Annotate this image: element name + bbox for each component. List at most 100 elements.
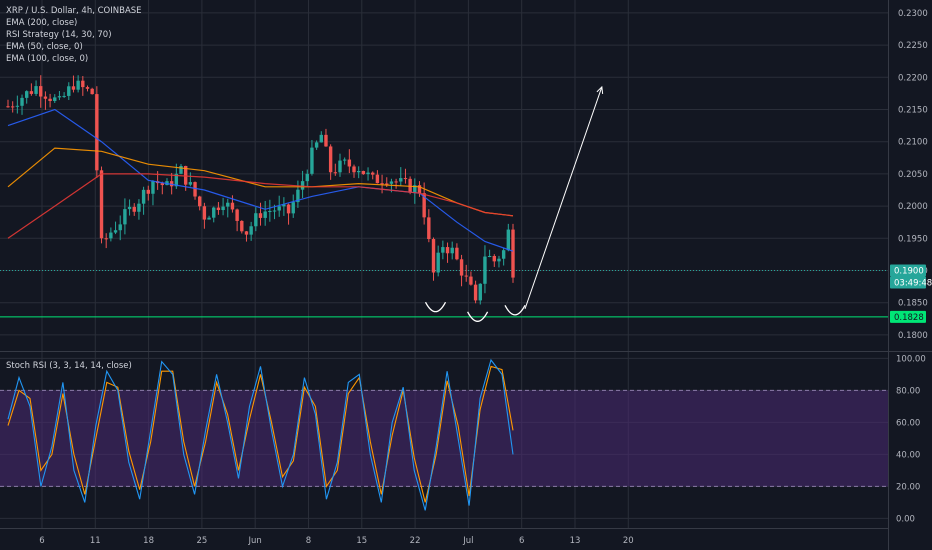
- candle-body: [497, 258, 501, 262]
- candle-body: [282, 204, 286, 207]
- current-price-tag-text: 0.1900: [894, 266, 924, 276]
- candle-body: [268, 210, 272, 212]
- candle-body: [422, 193, 426, 218]
- candle-body: [169, 181, 174, 187]
- candle-body: [146, 189, 150, 194]
- candle-body: [473, 284, 478, 301]
- time-axis[interactable]: 6 11 18 25 Jun 8 15 22 Jul 6 13 20: [39, 536, 633, 546]
- price-tick-label: 0.2050: [898, 170, 928, 180]
- current-price-tag-box: [890, 264, 926, 277]
- ema200-line: [7, 173, 514, 239]
- candle-body: [226, 202, 230, 207]
- stoch-rsi-band: [0, 389, 888, 487]
- stoch-tick-label: 60.00: [896, 418, 920, 428]
- candle-body: [501, 250, 506, 259]
- candle-body: [352, 166, 356, 173]
- candle-body: [319, 134, 323, 143]
- candle-body: [375, 174, 380, 184]
- candle-body: [179, 165, 183, 174]
- candle-body: [328, 146, 333, 173]
- candle-body: [389, 181, 394, 184]
- indicator-ema100[interactable]: EMA (100, close, 0): [6, 54, 88, 64]
- indicator-ema50[interactable]: EMA (50, close, 0): [6, 42, 83, 52]
- price-tick-label: 0.1950: [898, 234, 928, 244]
- candle-body: [141, 189, 146, 204]
- candle-body: [151, 181, 155, 194]
- stoch-axis[interactable]: 100.00 80.00 60.00 40.00 20.00 0.00: [896, 354, 926, 524]
- stoch-tick-label: 100.00: [896, 354, 926, 364]
- candle-body: [506, 229, 511, 251]
- candle-body: [258, 213, 263, 218]
- candle-body: [361, 170, 366, 175]
- swing-low-marker[interactable]: [467, 311, 489, 322]
- candle-body: [286, 204, 291, 214]
- countdown-tag-text: 03:49:48: [894, 278, 932, 288]
- candle-body: [20, 97, 24, 106]
- price-tick-label: 0.2200: [898, 73, 928, 83]
- projection-arrow-head[interactable]: [596, 85, 604, 94]
- candle-body: [436, 252, 440, 273]
- drawing-annotations[interactable]: [424, 85, 604, 322]
- candle-body: [380, 183, 384, 185]
- candle-body: [221, 206, 225, 211]
- candle-body: [240, 220, 244, 232]
- candle-body: [183, 165, 188, 185]
- candle-body: [109, 232, 113, 239]
- swing-low-marker[interactable]: [424, 301, 447, 313]
- price-tick-label: 0.1800: [898, 331, 928, 341]
- price-tick-label: 0.2150: [898, 105, 928, 115]
- ema50-line: [7, 108, 514, 252]
- symbol-title[interactable]: XRP / U.S. Dollar, 4h, COINBASE: [6, 6, 142, 16]
- stoch-tick-label: 80.00: [896, 386, 920, 396]
- candle-body: [342, 159, 347, 161]
- candle-body: [427, 217, 431, 240]
- candle-body: [76, 80, 80, 90]
- candle-body: [10, 106, 15, 108]
- swing-low-marker[interactable]: [504, 305, 526, 316]
- price-level-lines: [0, 269, 888, 318]
- stoch-rsi-title[interactable]: Stoch RSI (3, 3, 14, 14, close): [6, 361, 132, 371]
- price-tick-label: 0.1850: [898, 299, 928, 309]
- candle-body: [441, 247, 445, 253]
- time-tick-label: 25: [196, 536, 207, 546]
- time-tick-label: 8: [306, 536, 311, 546]
- time-tick-label: 6: [519, 536, 524, 546]
- projection-arrow[interactable]: [524, 86, 603, 310]
- candle-body: [174, 173, 179, 187]
- candle-body: [455, 247, 459, 260]
- time-tick-label: 15: [356, 536, 367, 546]
- candle-body: [137, 203, 141, 212]
- candle-body: [39, 86, 43, 97]
- stoch-tick-label: 20.00: [896, 482, 920, 492]
- indicator-ema200[interactable]: EMA (200, close): [6, 18, 77, 28]
- candle-body: [277, 206, 281, 211]
- candle-body: [371, 172, 375, 175]
- candle-body: [310, 147, 314, 174]
- candle-body: [81, 80, 85, 88]
- indicator-rsi-strategy[interactable]: RSI Strategy (14, 30, 70): [6, 30, 112, 40]
- stoch-tick-label: 40.00: [896, 450, 920, 460]
- candle-body: [67, 86, 71, 96]
- candle-body: [385, 183, 389, 185]
- legend-header: XRP / U.S. Dollar, 4h, COINBASE EMA (200…: [6, 6, 142, 371]
- candle-body: [492, 255, 496, 262]
- candle-body: [487, 255, 492, 257]
- price-tick-label: 0.2300: [898, 9, 928, 19]
- stoch-rsi-lines: [7, 358, 514, 511]
- candle-body: [127, 206, 132, 210]
- stoch-tick-label: 0.00: [896, 514, 915, 524]
- candle-body: [202, 206, 207, 220]
- candle-body: [193, 182, 197, 197]
- time-tick-label: 13: [570, 536, 581, 546]
- time-tick-label: Jun: [248, 536, 262, 546]
- candle-body: [464, 275, 468, 277]
- candle-body: [188, 182, 193, 185]
- price-tick-label: 0.2000: [898, 202, 928, 212]
- candle-body: [216, 207, 221, 211]
- candle-body: [469, 276, 473, 285]
- candle-body: [85, 87, 90, 89]
- candle-body: [333, 172, 338, 174]
- candle-body: [212, 207, 216, 218]
- candle-body: [15, 105, 20, 107]
